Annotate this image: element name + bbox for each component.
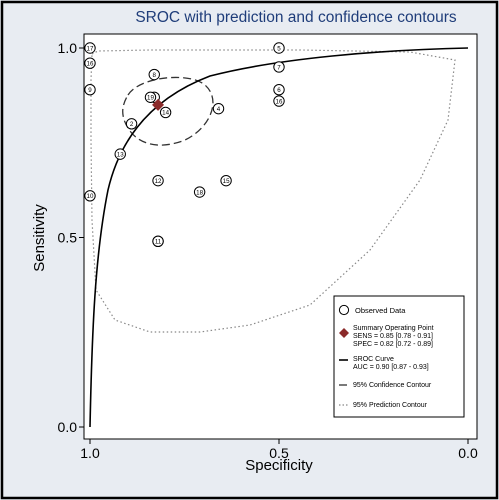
observed-point — [84, 57, 96, 69]
summary-operating-point — [152, 98, 165, 111]
observed-point — [144, 91, 157, 103]
observed-point-label: 16 — [276, 98, 283, 105]
prediction-contour — [90, 49, 456, 333]
legend-conf-label: 95% Confidence Contour — [353, 382, 432, 389]
observed-point — [84, 83, 96, 96]
observed-point-label: 13 — [117, 151, 124, 158]
y-tick-label: 0.5 — [58, 230, 78, 246]
observed-point-label: 15 — [223, 178, 230, 185]
legend-sroc-auc: AUC = 0.90 [0.87 - 0.93] — [353, 364, 429, 371]
observed-point — [84, 42, 96, 54]
x-tick-label: 0.0 — [458, 445, 478, 461]
observed-point — [220, 174, 232, 187]
observed-point-label: 7 — [277, 64, 281, 71]
observed-point — [273, 83, 285, 96]
summary-point-layer — [152, 98, 165, 111]
observed-point-label: 12 — [155, 178, 162, 185]
observed-point-label: 6 — [277, 87, 281, 94]
legend-observed-label: Observed Data — [355, 306, 406, 315]
observed-point — [152, 174, 164, 187]
observed-point-label: 4 — [217, 106, 221, 113]
observed-point-label: 11 — [155, 239, 162, 246]
legend-pred-label: 95% Prediction Contour — [353, 402, 428, 409]
observed-point — [125, 118, 138, 130]
legend-box — [333, 295, 465, 418]
legend-summary-spec: SPEC = 0.82 [0.72 - 0.89] — [353, 341, 433, 348]
observed-point — [273, 42, 285, 54]
observed-point-label: 10 — [87, 193, 94, 200]
observed-point — [212, 102, 225, 115]
observed-point-label: 19 — [147, 95, 154, 102]
legend: Observed Data Summary Operating Point SE… — [333, 295, 465, 418]
observed-point-label: 17 — [87, 45, 94, 52]
observed-point — [159, 106, 172, 119]
y-axis-label: Sensitivity — [31, 204, 48, 272]
observed-point-label: 18 — [196, 189, 203, 196]
chart-title: SROC with prediction and confidence cont… — [135, 9, 457, 26]
y-tick-label: 0.0 — [58, 419, 78, 435]
x-axis-label: Specificity — [245, 457, 313, 474]
observed-point-label: 16 — [87, 60, 94, 67]
legend-summary-label: Summary Operating Point — [353, 325, 434, 332]
confidence-contour — [122, 76, 214, 146]
observed-data-points: 1234567891011121314151616171819 — [84, 42, 285, 247]
legend-summary-sens: SENS = 0.85 [0.78 - 0.91] — [353, 333, 433, 340]
observed-point — [273, 95, 285, 107]
observed-point — [114, 148, 126, 160]
observed-point-label: 5 — [277, 45, 281, 52]
observed-point-label: 8 — [153, 72, 157, 79]
legend-sroc-label: SROC Curve — [353, 356, 394, 363]
observed-point-label: 2 — [130, 121, 134, 128]
legend-summary-marker — [339, 328, 349, 338]
y-tick-label: 1.0 — [58, 40, 78, 56]
observed-point — [273, 61, 285, 73]
x-tick-label: 1.0 — [80, 445, 100, 461]
y-axis-ticks: 0.0 0.5 1.0 — [58, 40, 84, 435]
legend-observed-marker — [338, 304, 350, 316]
x-tick-label: 0.5 — [269, 445, 289, 461]
sroc-curve — [89, 47, 469, 428]
observed-point — [84, 190, 96, 202]
observed-point-label: 9 — [88, 87, 92, 94]
observed-point — [152, 235, 164, 247]
x-axis-ticks: 1.0 0.5 0.0 — [80, 439, 478, 461]
observed-point-label: 14 — [162, 110, 169, 117]
observed-point — [148, 68, 160, 81]
observed-point — [193, 186, 206, 198]
